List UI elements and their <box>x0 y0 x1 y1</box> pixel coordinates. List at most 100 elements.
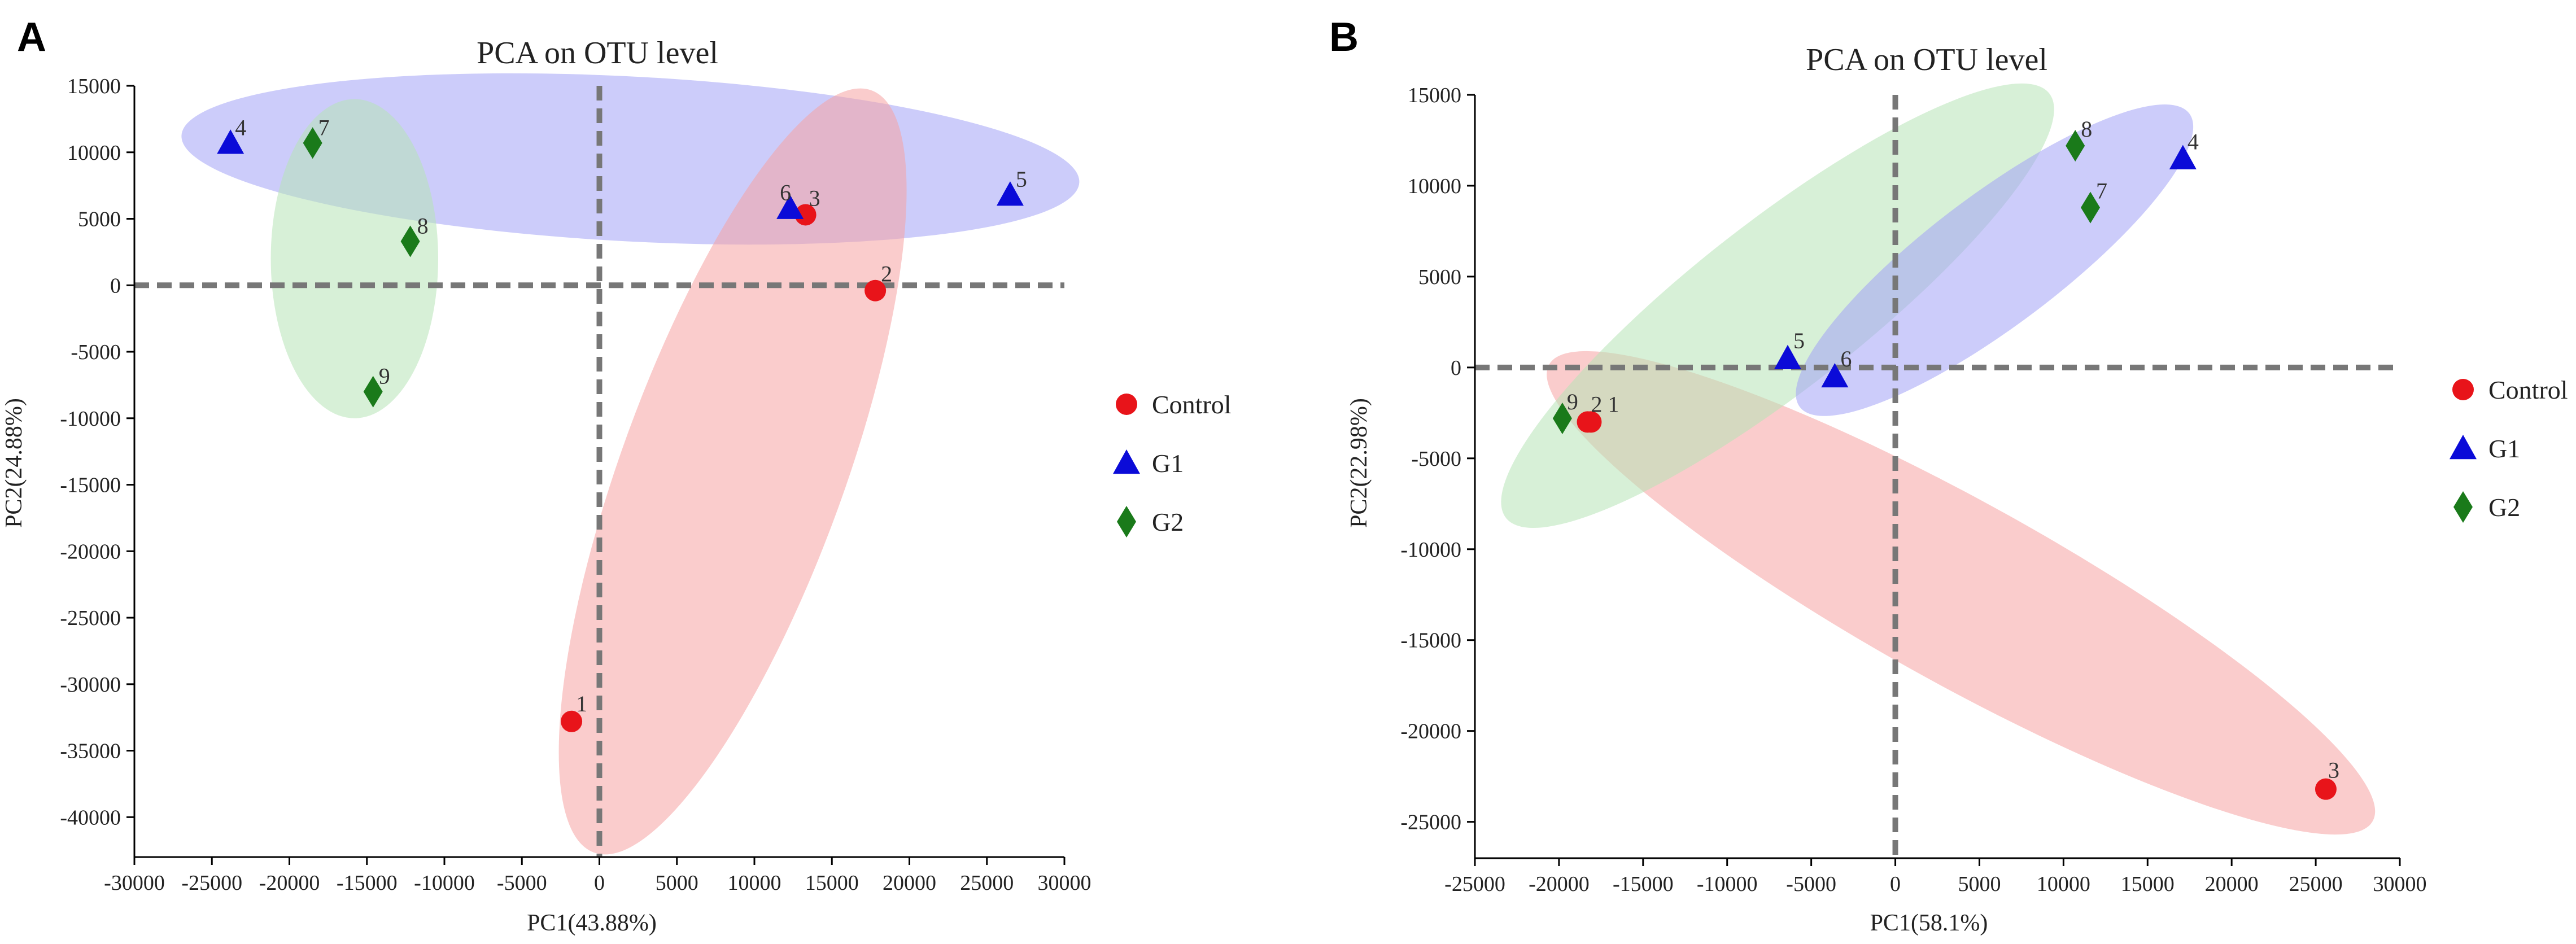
y-tick-label: -10000 <box>1400 538 1461 562</box>
x-tick-label: -25000 <box>1444 872 1505 896</box>
y-tick-label: 15000 <box>67 75 121 98</box>
y-axis-label: PC2(24.88%) <box>1 398 27 528</box>
y-tick-label: -5000 <box>1411 447 1461 471</box>
legend-marker-g1 <box>2450 435 2477 460</box>
x-tick-label: 15000 <box>805 871 859 895</box>
point-label: 5 <box>1793 328 1805 353</box>
y-tick-label: -5000 <box>71 340 121 364</box>
y-tick-label: 0 <box>110 274 121 298</box>
point-control-3 <box>794 204 817 226</box>
point-g2-8 <box>400 225 420 257</box>
x-tick-label: -20000 <box>259 871 320 895</box>
panel-a: A PCA on OTU level -30000 -25000 -20000 -1500… <box>1 15 1232 936</box>
x-tick-label: -10000 <box>1697 872 1758 896</box>
point-label: 7 <box>318 115 330 140</box>
point-g1-4 <box>2169 145 2197 169</box>
legend-marker-g2 <box>1117 506 1136 537</box>
point-g2-8 <box>2066 130 2085 162</box>
point-control-1 <box>561 710 583 732</box>
point-g1-4 <box>217 129 244 154</box>
x-tick-label: 5000 <box>1958 872 2001 896</box>
x-tick-label: -10000 <box>414 871 475 895</box>
x-tick-label: 0 <box>594 871 605 895</box>
point-label: 8 <box>2081 116 2092 142</box>
y-tick-label: -25000 <box>1400 811 1461 834</box>
point-control-2 <box>1577 411 1599 433</box>
confidence-ellipse-g2 <box>1501 83 2054 528</box>
y-tick-label: -10000 <box>60 407 121 431</box>
legend-label-g1: G1 <box>1152 449 1184 478</box>
y-tick-label: 0 <box>1451 356 1461 380</box>
x-tick-label: 30000 <box>1038 871 1091 895</box>
point-label: 3 <box>2328 758 2339 783</box>
point-label: 6 <box>780 180 791 206</box>
legend-label-control: Control <box>1152 390 1232 419</box>
y-tick-label: 15000 <box>1408 84 1461 107</box>
legend-label-control: Control <box>2488 375 2568 404</box>
y-tick-label: 10000 <box>1408 174 1461 198</box>
x-tick-label: 10000 <box>2037 872 2090 896</box>
y-tick-label: -15000 <box>1400 629 1461 653</box>
point-label: 5 <box>1016 167 1027 192</box>
point-g1-5 <box>996 181 1024 206</box>
point-g1-6 <box>1821 362 1849 388</box>
y-tick-label: -15000 <box>60 474 121 497</box>
point-g2-9 <box>1552 402 1572 434</box>
x-axis-label: PC1(43.88%) <box>527 910 657 936</box>
point-label: 7 <box>2096 178 2107 204</box>
legend-marker-g1 <box>1113 449 1140 474</box>
x-tick-label: 10000 <box>728 871 781 895</box>
confidence-ellipse-control <box>558 88 907 855</box>
x-tick-label: -15000 <box>1613 872 1674 896</box>
y-tick-label: -30000 <box>60 673 121 697</box>
y-tick-label: -20000 <box>1400 720 1461 744</box>
legend-label-g2: G2 <box>1152 508 1184 536</box>
point-g1-6 <box>776 194 804 219</box>
x-tick-label: -5000 <box>1786 872 1836 896</box>
x-tick-label: -20000 <box>1529 872 1590 896</box>
x-tick-label: -15000 <box>337 871 398 895</box>
x-tick-label: -25000 <box>181 871 242 895</box>
point-control-2 <box>865 279 887 301</box>
x-tick-label: 20000 <box>883 871 936 895</box>
point-g1-5 <box>1774 344 1801 369</box>
y-tick-label: -20000 <box>60 540 121 563</box>
panel-letter: A <box>17 15 46 60</box>
x-tick-label: 15000 <box>2121 872 2175 896</box>
x-tick-label: 5000 <box>656 871 698 895</box>
point-label: 4 <box>2188 129 2199 155</box>
x-tick-label: -5000 <box>497 871 547 895</box>
panel-b: B PCA on OTU level -25000 -20000 -15000 -1000… <box>1329 15 2568 936</box>
legend-label-g2: G2 <box>2488 493 2520 522</box>
y-tick-label: 5000 <box>1418 265 1461 289</box>
point-label: 2 <box>1591 391 1603 417</box>
point-label: 6 <box>1840 346 1852 372</box>
point-g2-7 <box>303 127 322 159</box>
x-tick-label: -30000 <box>104 871 165 895</box>
point-label: 9 <box>379 364 390 389</box>
point-label: 9 <box>1567 389 1578 414</box>
point-g2-7 <box>2081 191 2101 224</box>
legend-marker-control <box>2452 379 2474 400</box>
point-label: 3 <box>809 185 820 211</box>
y-axis-label: PC2(22.98%) <box>1346 398 1372 528</box>
y-tick-label: -35000 <box>60 740 121 763</box>
x-axis-label: PC1(58.1%) <box>1870 910 1988 936</box>
point-g2-9 <box>363 375 383 408</box>
x-tick-label: 30000 <box>2373 872 2427 896</box>
x-tick-label: 20000 <box>2205 872 2259 896</box>
legend-label-g1: G1 <box>2488 434 2520 463</box>
confidence-ellipse-control <box>1547 351 2376 835</box>
y-tick-label: -40000 <box>60 806 121 829</box>
point-label: 1 <box>1608 391 1619 417</box>
x-tick-label: 0 <box>1890 872 1901 896</box>
point-label: 8 <box>417 213 429 239</box>
y-tick-label: 10000 <box>67 141 121 165</box>
panel-letter: B <box>1329 15 1359 60</box>
confidence-ellipse-g1 <box>1796 104 2194 416</box>
x-tick-label: 25000 <box>2289 872 2343 896</box>
legend-marker-control <box>1116 394 1137 415</box>
y-tick-label: -25000 <box>60 606 121 630</box>
chart-title: PCA on OTU level <box>477 36 718 71</box>
